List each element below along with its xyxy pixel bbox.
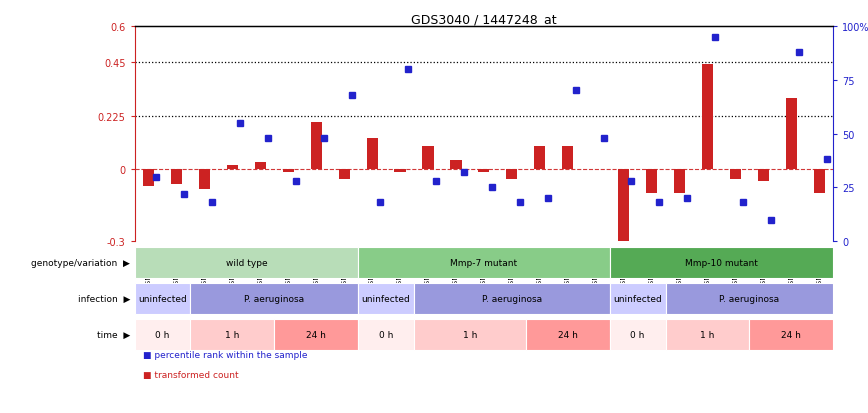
Bar bbox=[758, 170, 769, 182]
Text: uninfected: uninfected bbox=[614, 294, 662, 303]
Bar bbox=[366, 139, 378, 170]
Text: ■ transformed count: ■ transformed count bbox=[143, 370, 239, 379]
Text: infection  ▶: infection ▶ bbox=[78, 294, 130, 303]
Text: Mmp-10 mutant: Mmp-10 mutant bbox=[685, 258, 758, 267]
Text: P. aeruginosa: P. aeruginosa bbox=[482, 294, 542, 303]
Bar bbox=[786, 98, 797, 170]
Text: P. aeruginosa: P. aeruginosa bbox=[720, 294, 779, 303]
Bar bbox=[394, 170, 405, 172]
Bar bbox=[478, 170, 490, 172]
Bar bbox=[135, 247, 358, 278]
Text: Mmp-7 mutant: Mmp-7 mutant bbox=[450, 258, 517, 267]
Bar bbox=[135, 283, 190, 314]
Text: 24 h: 24 h bbox=[558, 330, 578, 339]
Bar bbox=[646, 170, 657, 194]
Bar bbox=[609, 283, 666, 314]
Text: 0 h: 0 h bbox=[630, 330, 645, 339]
Bar bbox=[143, 170, 155, 187]
Bar bbox=[135, 319, 190, 350]
Text: 1 h: 1 h bbox=[463, 330, 477, 339]
Text: 24 h: 24 h bbox=[306, 330, 326, 339]
Text: P. aeruginosa: P. aeruginosa bbox=[244, 294, 305, 303]
Bar bbox=[674, 170, 685, 194]
Bar bbox=[190, 319, 274, 350]
Bar bbox=[283, 170, 294, 172]
Bar bbox=[609, 319, 666, 350]
Bar bbox=[254, 163, 266, 170]
Bar bbox=[423, 146, 434, 170]
Bar bbox=[171, 170, 182, 184]
Bar bbox=[534, 146, 545, 170]
Text: 0 h: 0 h bbox=[379, 330, 393, 339]
Text: 1 h: 1 h bbox=[700, 330, 714, 339]
Text: genotype/variation  ▶: genotype/variation ▶ bbox=[31, 258, 130, 267]
Bar bbox=[618, 170, 629, 247]
Bar bbox=[414, 319, 526, 350]
Bar bbox=[506, 170, 517, 180]
Bar bbox=[358, 283, 414, 314]
Text: 24 h: 24 h bbox=[781, 330, 801, 339]
Text: uninfected: uninfected bbox=[138, 294, 187, 303]
Text: 0 h: 0 h bbox=[155, 330, 169, 339]
Bar bbox=[562, 146, 574, 170]
Bar bbox=[666, 319, 749, 350]
Text: ■ percentile rank within the sample: ■ percentile rank within the sample bbox=[143, 350, 308, 359]
Bar bbox=[609, 247, 833, 278]
Bar bbox=[227, 165, 238, 170]
Bar bbox=[190, 283, 358, 314]
Bar bbox=[450, 161, 462, 170]
Text: wild type: wild type bbox=[226, 258, 267, 267]
Bar bbox=[526, 319, 609, 350]
Bar bbox=[358, 319, 414, 350]
Bar bbox=[813, 170, 825, 194]
Bar bbox=[414, 283, 609, 314]
Bar bbox=[274, 319, 358, 350]
Text: 1 h: 1 h bbox=[225, 330, 240, 339]
Text: uninfected: uninfected bbox=[362, 294, 411, 303]
Bar bbox=[749, 319, 833, 350]
Bar bbox=[702, 65, 713, 170]
Bar bbox=[311, 122, 322, 170]
Bar bbox=[666, 283, 833, 314]
Bar bbox=[339, 170, 350, 180]
Bar bbox=[358, 247, 609, 278]
Bar bbox=[730, 170, 741, 180]
Title: GDS3040 / 1447248_at: GDS3040 / 1447248_at bbox=[411, 13, 556, 26]
Bar bbox=[199, 170, 210, 189]
Text: time  ▶: time ▶ bbox=[97, 330, 130, 339]
